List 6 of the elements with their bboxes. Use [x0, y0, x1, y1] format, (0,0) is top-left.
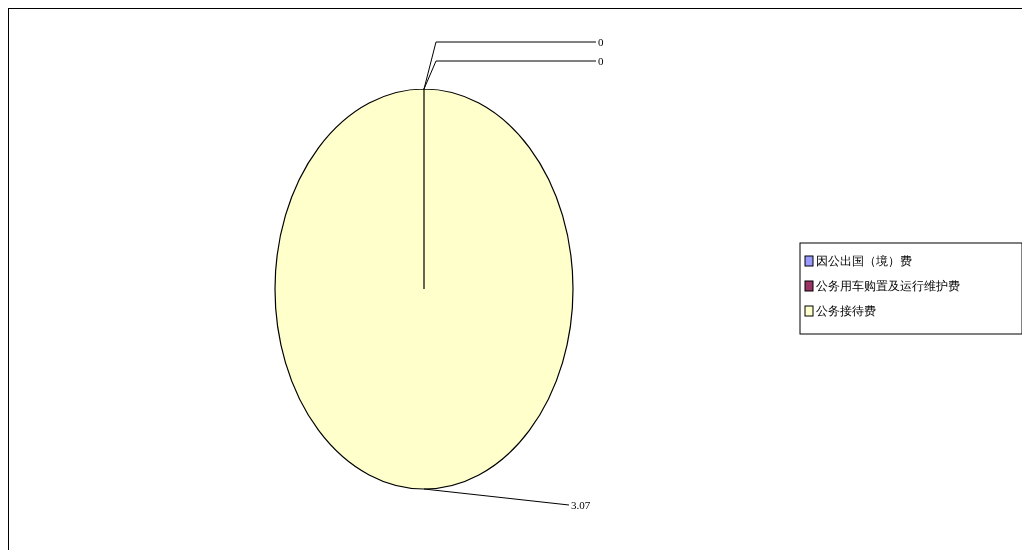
legend-label: 公务用车购置及运行维护费 — [816, 279, 960, 293]
text: 0 — [598, 36, 604, 48]
text: 0 — [598, 55, 604, 67]
legend-label: 因公出国（境）费 — [816, 254, 912, 268]
data-label: 3.07 — [571, 499, 591, 511]
legend-label: 公务接待费 — [816, 304, 876, 318]
